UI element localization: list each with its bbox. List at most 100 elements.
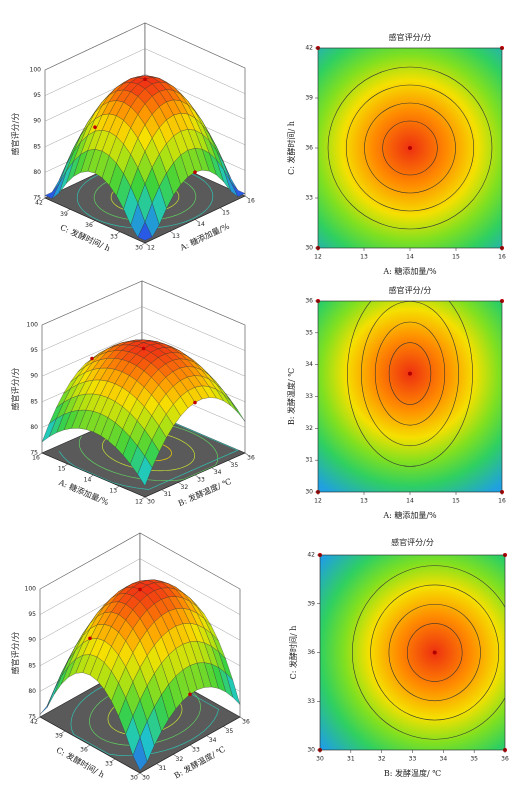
z-tick-label: 85 <box>28 662 36 669</box>
z-tick-label: 100 <box>30 67 42 74</box>
x-tick-label: 39 <box>55 733 63 740</box>
contour-line <box>327 66 493 230</box>
y-tick-label: 33 <box>307 698 315 705</box>
center-point <box>408 146 412 150</box>
y-tick-label: 36 <box>305 145 313 152</box>
x-tick-label: 14 <box>406 498 414 505</box>
x-tick-label: 34 <box>440 756 448 763</box>
x-tick-label: 16 <box>498 498 506 505</box>
x-tick-label: 31 <box>347 756 355 763</box>
y-tick <box>156 763 160 766</box>
y-tick-label: 30 <box>305 489 313 496</box>
y-tick-label: 12 <box>147 245 155 252</box>
x-tick-label: 42 <box>35 200 43 207</box>
x-tick-label: 35 <box>470 756 478 763</box>
design-point <box>93 125 97 129</box>
y-tick-label: 33 <box>197 477 205 484</box>
z-axis-label: 感官评分/分 <box>10 113 20 156</box>
y-tick <box>178 482 182 485</box>
z-tick-label: 75 <box>30 450 38 457</box>
x-tick <box>90 474 94 478</box>
x-tick-label: 32 <box>378 756 386 763</box>
design-point <box>193 170 197 174</box>
surface-patch <box>137 455 153 487</box>
x-axis-label: A: 糖添加量/% <box>382 266 437 276</box>
contour-line <box>361 301 459 447</box>
grid-line <box>39 558 241 615</box>
chart-title: 感官评分/分 <box>391 537 434 547</box>
y-tick-label: 36 <box>242 719 250 726</box>
chart-title: 感官评分/分 <box>389 285 432 295</box>
y-tick-label: 35 <box>305 329 313 336</box>
x-tick-label: 12 <box>314 254 322 261</box>
y-tick-label: 42 <box>305 45 313 52</box>
y-tick-label: 32 <box>305 425 313 432</box>
z-tick-label: 90 <box>33 118 41 125</box>
x-tick-label: 14 <box>84 477 92 484</box>
z-tick-label: 100 <box>27 322 39 329</box>
z-tick-label: 90 <box>30 373 38 380</box>
grid-line <box>44 48 246 96</box>
y-tick <box>194 474 199 478</box>
y-tick-label: 33 <box>192 747 200 754</box>
grid-line <box>41 306 246 351</box>
design-point <box>88 636 92 641</box>
x-tick <box>141 496 146 500</box>
design-point <box>138 587 142 592</box>
y-tick-label: 31 <box>305 457 313 464</box>
y-tick-label: 30 <box>307 747 315 754</box>
x-tick <box>86 744 91 748</box>
z-tick-label: 75 <box>33 195 41 202</box>
x-axis-label: B: 发酵温度/ ℃ <box>384 768 441 778</box>
z-tick-label: 95 <box>30 347 38 354</box>
y-tick-label: 30 <box>147 499 155 506</box>
chart-title: 感官评分/分 <box>389 32 432 42</box>
x-tick-label: 15 <box>452 498 460 505</box>
contour-line <box>364 102 456 194</box>
y-axis-label: C: 发酵时间/ h <box>286 121 296 175</box>
y-tick <box>144 496 149 500</box>
y-tick-label: 35 <box>231 462 239 469</box>
floor-contour <box>58 411 239 490</box>
y-tick <box>161 489 165 492</box>
x-tick-label: 33 <box>105 761 113 768</box>
y-tick <box>244 452 249 456</box>
x-tick-label: 33 <box>409 756 417 763</box>
y-tick-label: 36 <box>307 649 315 656</box>
z-tick-label: 75 <box>28 714 36 721</box>
z-tick-label: 95 <box>28 611 36 618</box>
design-point <box>143 77 147 82</box>
x-tick-label: 30 <box>130 775 138 782</box>
y-tick-label: 33 <box>305 195 313 202</box>
x-tick <box>38 452 43 456</box>
x-tick <box>61 730 66 734</box>
y-tick-label: 30 <box>142 775 150 782</box>
z-tick-label: 80 <box>28 688 36 695</box>
x-tick-label: 13 <box>109 488 117 495</box>
design-point <box>193 400 197 405</box>
x-tick <box>36 716 41 720</box>
x-tick <box>116 231 121 234</box>
x-tick <box>64 463 68 467</box>
contour-line <box>370 584 500 721</box>
center-point <box>432 650 437 655</box>
z-tick-label: 85 <box>30 398 38 405</box>
x-tick-label: 16 <box>32 455 40 462</box>
contour-field <box>318 301 502 492</box>
y-tick <box>239 716 244 720</box>
z-tick-label: 80 <box>33 169 41 176</box>
x-axis-label: A: 糖添加量/% <box>382 510 437 520</box>
x-tick-label: 30 <box>316 756 324 763</box>
x-tick <box>66 209 71 212</box>
y-tick-label: 14 <box>197 221 205 228</box>
surface-patch <box>137 221 153 241</box>
contour-line <box>388 342 432 405</box>
y-tick-label: 32 <box>181 484 189 491</box>
y-tick <box>194 219 199 222</box>
y-tick-label: 34 <box>214 469 222 476</box>
y-tick-label: 13 <box>172 233 180 240</box>
contour-line <box>374 321 446 426</box>
y-tick <box>139 772 144 776</box>
x-tick-label: 39 <box>60 211 68 218</box>
